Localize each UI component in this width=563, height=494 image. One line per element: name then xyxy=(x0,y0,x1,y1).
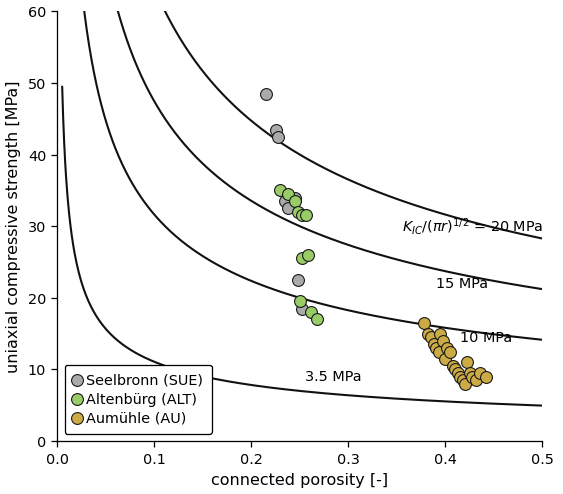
Seelbronn (SUE) xyxy=(274,133,283,141)
Aumühle (AU) xyxy=(436,330,445,338)
Aumühle (AU) xyxy=(439,337,448,345)
Aumühle (AU) xyxy=(471,376,480,384)
Aumühle (AU) xyxy=(462,359,471,367)
Aumühle (AU) xyxy=(431,344,440,352)
Altenbürg (ALT) xyxy=(312,316,321,324)
Seelbronn (SUE) xyxy=(280,198,289,206)
Altenbürg (ALT) xyxy=(297,255,306,263)
Seelbronn (SUE) xyxy=(293,276,302,284)
Text: 15 MPa: 15 MPa xyxy=(435,277,487,290)
Y-axis label: uniaxial compressive strength [MPa]: uniaxial compressive strength [MPa] xyxy=(6,81,21,372)
Aumühle (AU) xyxy=(464,369,473,377)
Aumühle (AU) xyxy=(443,344,452,352)
Aumühle (AU) xyxy=(429,340,438,348)
Aumühle (AU) xyxy=(434,348,443,356)
Aumühle (AU) xyxy=(458,376,467,384)
Aumühle (AU) xyxy=(467,373,476,381)
Aumühle (AU) xyxy=(475,369,484,377)
X-axis label: connected porosity [-]: connected porosity [-] xyxy=(211,473,388,488)
Legend: Seelbronn (SUE), Altenbürg (ALT), Aumühle (AU): Seelbronn (SUE), Altenbürg (ALT), Aumühl… xyxy=(65,365,212,434)
Aumühle (AU) xyxy=(419,319,428,327)
Aumühle (AU) xyxy=(453,369,462,377)
Seelbronn (SUE) xyxy=(297,305,306,313)
Aumühle (AU) xyxy=(455,373,464,381)
Text: $K_{IC}/(\pi r)^{1/2}$ = 20 MPa: $K_{IC}/(\pi r)^{1/2}$ = 20 MPa xyxy=(401,216,543,237)
Text: 10 MPa: 10 MPa xyxy=(459,330,512,344)
Aumühle (AU) xyxy=(423,330,432,338)
Aumühle (AU) xyxy=(481,373,490,381)
Aumühle (AU) xyxy=(450,366,459,373)
Aumühle (AU) xyxy=(460,380,469,388)
Altenbürg (ALT) xyxy=(293,208,302,216)
Aumühle (AU) xyxy=(445,348,454,356)
Altenbürg (ALT) xyxy=(276,187,285,195)
Altenbürg (ALT) xyxy=(301,212,310,220)
Altenbürg (ALT) xyxy=(303,251,312,259)
Seelbronn (SUE) xyxy=(290,194,299,202)
Aumühle (AU) xyxy=(440,355,449,363)
Altenbürg (ALT) xyxy=(290,198,299,206)
Aumühle (AU) xyxy=(448,362,457,370)
Altenbürg (ALT) xyxy=(307,308,316,316)
Seelbronn (SUE) xyxy=(261,90,270,98)
Aumühle (AU) xyxy=(426,333,435,341)
Altenbürg (ALT) xyxy=(295,298,304,306)
Text: 3.5 MPa: 3.5 MPa xyxy=(305,370,361,384)
Altenbürg (ALT) xyxy=(283,190,292,198)
Altenbürg (ALT) xyxy=(297,212,306,220)
Seelbronn (SUE) xyxy=(283,205,292,212)
Seelbronn (SUE) xyxy=(271,126,280,134)
